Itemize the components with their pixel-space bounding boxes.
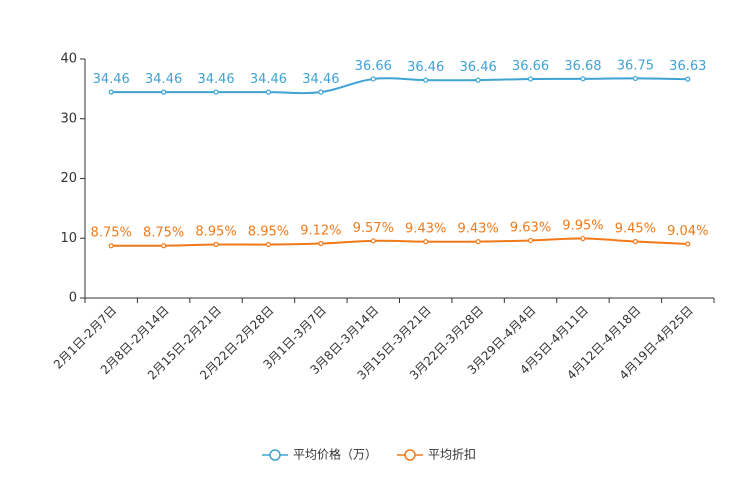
data-label: 9.63% xyxy=(510,220,551,235)
data-point xyxy=(423,239,429,245)
y-tick-label: 30 xyxy=(60,111,77,126)
data-point xyxy=(108,243,114,249)
data-point xyxy=(580,235,586,242)
data-point xyxy=(475,239,481,245)
data-label: 36.63 xyxy=(669,59,706,74)
data-point xyxy=(161,243,167,249)
data-point xyxy=(370,76,376,82)
data-point xyxy=(685,76,691,82)
data-point xyxy=(423,77,429,83)
data-point xyxy=(475,77,481,83)
data-label: 34.46 xyxy=(302,72,339,87)
data-label: 9.45% xyxy=(615,222,656,237)
y-tick-label: 40 xyxy=(60,52,77,67)
data-point xyxy=(527,237,534,244)
data-label: 34.46 xyxy=(250,72,287,87)
data-label: 9.57% xyxy=(353,221,394,236)
data-label: 9.04% xyxy=(667,224,708,239)
data-label: 36.46 xyxy=(407,60,444,75)
data-label: 9.43% xyxy=(457,222,498,237)
y-tick-label: 0 xyxy=(69,291,77,306)
legend-item-label[interactable]: 平均折扣 xyxy=(428,447,476,462)
series-line-2 xyxy=(111,237,688,247)
data-point xyxy=(527,76,534,82)
data-point xyxy=(580,76,586,82)
legend-symbol-marker[interactable] xyxy=(269,449,281,461)
y-tick-label: 20 xyxy=(60,171,77,186)
data-label: 9.95% xyxy=(562,219,603,234)
data-label: 34.46 xyxy=(197,72,234,87)
data-point xyxy=(108,89,114,95)
data-point xyxy=(685,241,691,247)
data-label: 9.12% xyxy=(300,224,341,239)
data-label: 36.66 xyxy=(512,59,549,74)
legend-symbol-marker[interactable] xyxy=(404,449,416,461)
series-line-1 xyxy=(111,77,688,95)
data-point xyxy=(213,241,219,248)
data-label: 36.66 xyxy=(355,59,392,74)
data-point xyxy=(265,89,272,95)
data-point xyxy=(632,75,638,82)
data-point xyxy=(318,89,324,95)
data-point xyxy=(632,238,638,245)
data-point xyxy=(318,240,324,247)
data-label: 34.46 xyxy=(145,72,182,87)
data-label: 34.46 xyxy=(93,72,130,87)
data-label: 36.46 xyxy=(460,60,497,75)
data-point xyxy=(370,238,376,244)
data-label: 8.95% xyxy=(195,225,236,240)
data-label: 36.68 xyxy=(564,59,601,74)
data-label: 36.75 xyxy=(617,58,654,73)
data-label: 8.75% xyxy=(143,226,184,241)
y-tick-label: 10 xyxy=(60,231,77,246)
data-point xyxy=(213,89,219,95)
legend-item-label[interactable]: 平均价格（万） xyxy=(293,447,377,462)
data-point xyxy=(265,241,272,248)
data-label: 9.43% xyxy=(405,222,446,237)
data-label: 8.75% xyxy=(91,226,132,241)
data-label: 8.95% xyxy=(248,225,289,240)
data-point xyxy=(161,89,167,95)
